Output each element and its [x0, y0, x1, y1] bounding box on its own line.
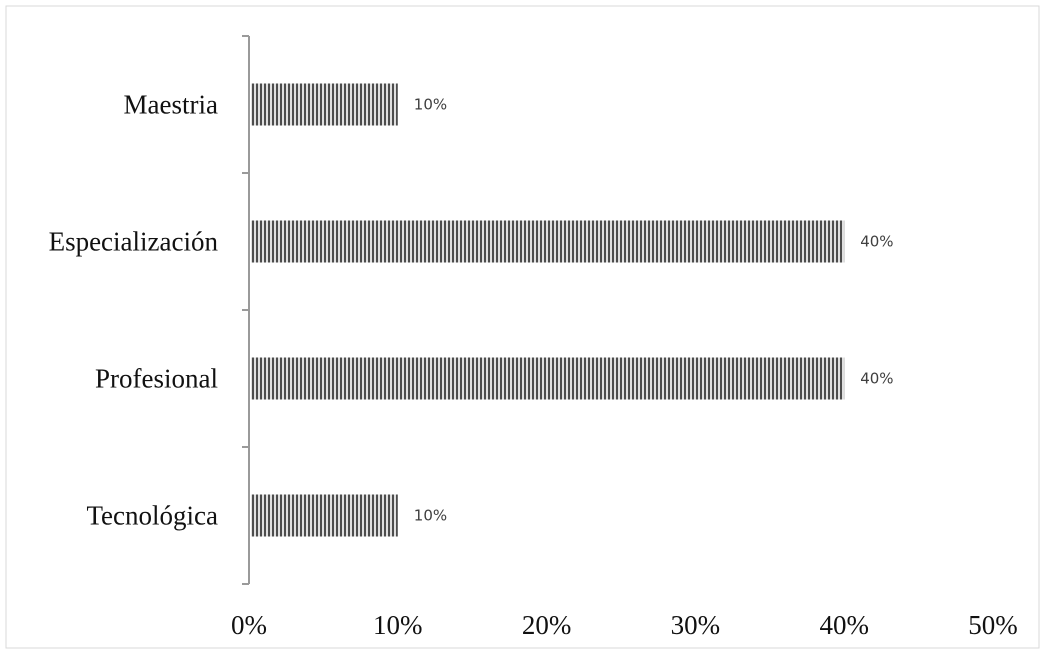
chart-frame: [5, 5, 1040, 649]
category-labels: Maestria Especialización Profesional Tecnol…: [49, 90, 219, 531]
x-tick-label: 30%: [671, 610, 721, 640]
data-label: 10%: [414, 96, 447, 114]
bar-especializacion: [251, 220, 845, 263]
x-tick-label: 20%: [522, 610, 572, 640]
bar-profesional: [251, 357, 845, 400]
category-label: Maestria: [124, 90, 218, 120]
x-tick-label: 40%: [819, 610, 869, 640]
data-labels: 10% 40% 40% 10%: [414, 96, 894, 525]
data-label: 40%: [860, 370, 893, 388]
bar-maestria: [251, 83, 398, 126]
data-label: 10%: [414, 507, 447, 525]
x-tick-label: 10%: [373, 610, 423, 640]
data-label: 40%: [860, 233, 893, 251]
category-label: Tecnológica: [86, 501, 218, 531]
x-tick-labels: 0% 10% 20% 30% 40% 50%: [231, 610, 1018, 640]
bar-tecnologica: [251, 494, 398, 537]
category-axis: [242, 35, 250, 585]
bars: [251, 83, 845, 537]
category-label: Profesional: [95, 364, 218, 394]
category-label: Especialización: [49, 227, 219, 257]
x-tick-label: 50%: [968, 610, 1018, 640]
x-tick-label: 0%: [231, 610, 267, 640]
